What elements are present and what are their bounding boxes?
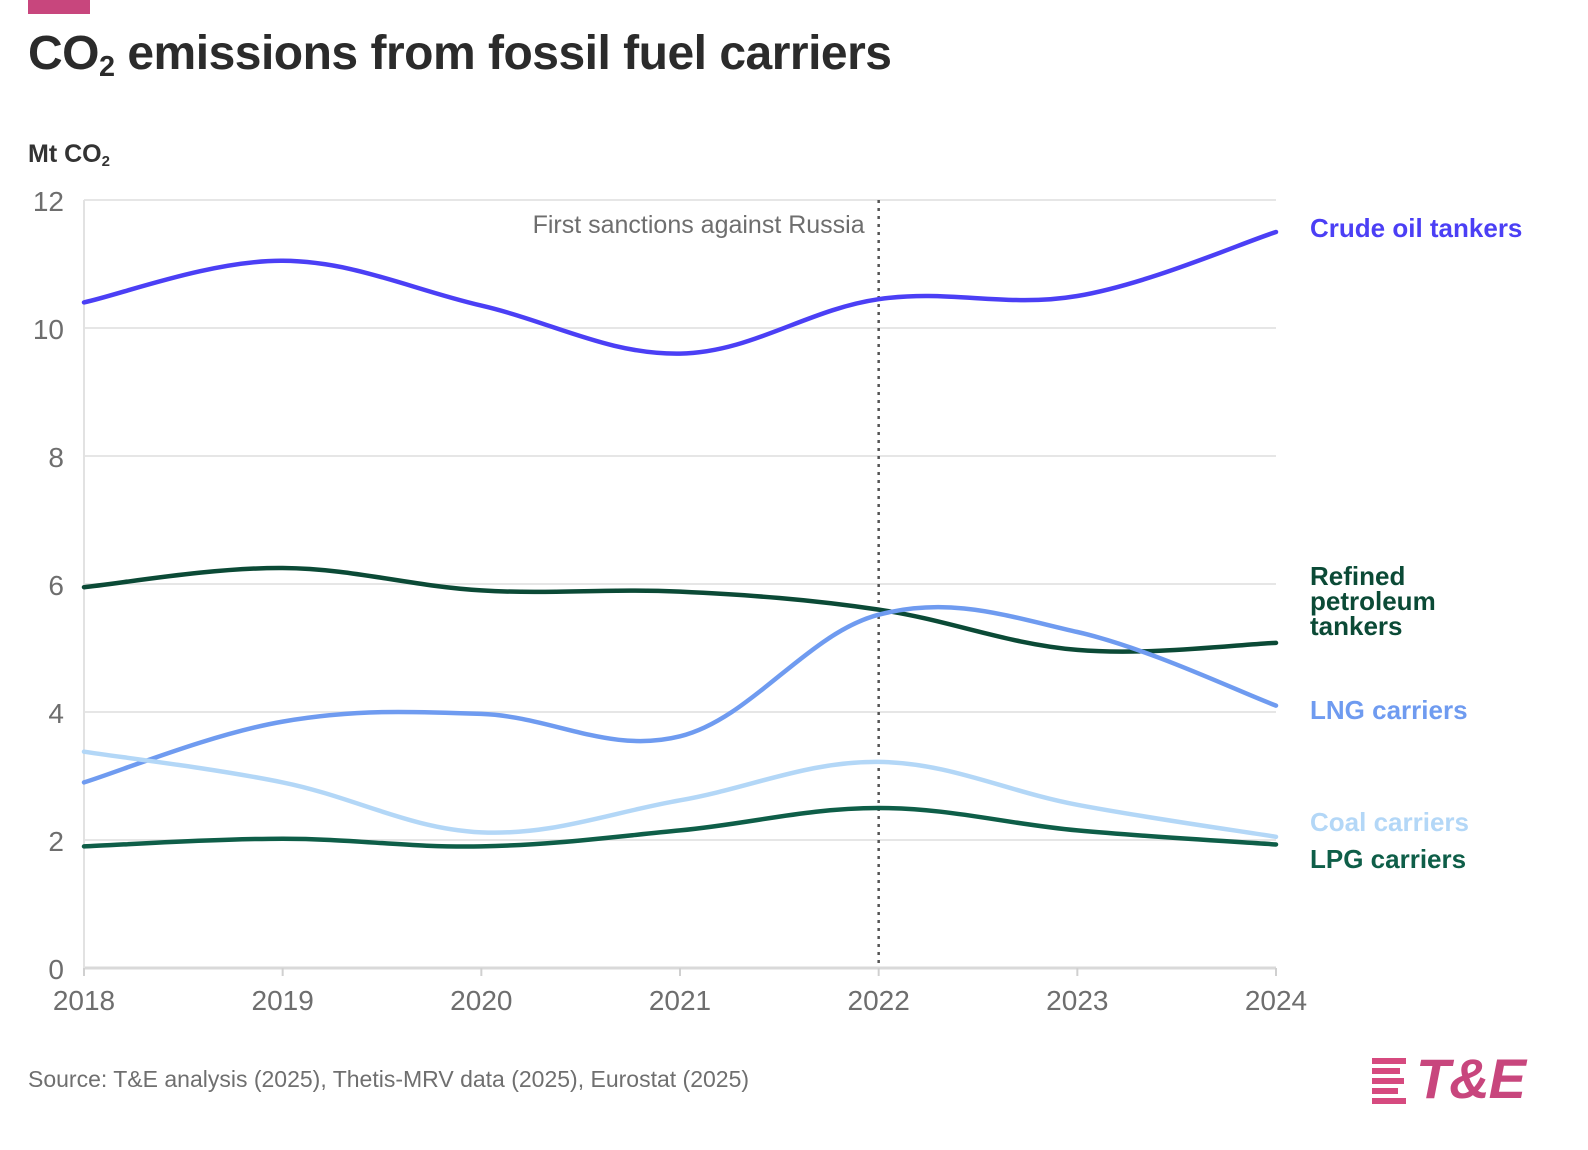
y-tick-label: 6 xyxy=(48,570,64,601)
accent-bar xyxy=(28,0,90,14)
x-tick-label: 2022 xyxy=(848,985,910,1016)
x-tick-label: 2023 xyxy=(1046,985,1108,1016)
gridlines xyxy=(83,199,1276,970)
y-tick-label: 0 xyxy=(48,954,64,985)
series-line xyxy=(81,565,1279,654)
y-axis-unit-label: Mt CO2 xyxy=(28,140,110,170)
te-logo: T&E xyxy=(1372,1047,1547,1110)
series-line xyxy=(81,805,1279,849)
y-tick-label: 2 xyxy=(48,826,64,857)
x-tick-label: 2019 xyxy=(252,985,314,1016)
series-label: Coal carriers xyxy=(1310,807,1469,837)
sanctions-annotation: First sanctions against Russia xyxy=(533,200,880,968)
series-line xyxy=(81,749,1279,840)
y-tick-label: 8 xyxy=(48,442,64,473)
x-tick-label: 2018 xyxy=(53,985,115,1016)
series-label: LPG carriers xyxy=(1310,844,1466,874)
series-lines xyxy=(81,229,1279,849)
series-label: petroleum xyxy=(1310,586,1436,616)
y-tick-label: 10 xyxy=(33,314,64,345)
source-note: Source: T&E analysis (2025), Thetis-MRV … xyxy=(28,1066,750,1092)
series-label: Crude oil tankers xyxy=(1310,213,1522,243)
sanctions-label: First sanctions against Russia xyxy=(533,211,865,239)
logo-text: T&E xyxy=(1416,1047,1526,1110)
x-tick-label: 2020 xyxy=(450,985,512,1016)
series-label: Refined xyxy=(1310,561,1405,591)
y-tick-label: 12 xyxy=(33,186,64,217)
series-label: tankers xyxy=(1310,611,1403,641)
series-label: LNG carriers xyxy=(1310,695,1468,725)
series-labels: Crude oil tankers Refinedpetroleumtankers… xyxy=(1310,213,1522,874)
logo-stripes-icon xyxy=(1372,1058,1408,1104)
chart-title: CO2 emissions from fossil fuel carriers xyxy=(28,27,892,84)
line-chart: 0 2 4 6 8 10 12 2018 2019 2020 2021 2022 2023 2024 F… xyxy=(33,186,1523,1016)
y-axis-ticks: 0 2 4 6 8 10 12 xyxy=(33,186,64,985)
x-axis-ticks: 2018 2019 2020 2021 2022 2023 2024 xyxy=(53,968,1307,1016)
series-line xyxy=(81,604,1279,785)
series-line xyxy=(81,229,1279,356)
y-tick-label: 4 xyxy=(48,698,64,729)
x-tick-label: 2021 xyxy=(649,985,711,1016)
x-tick-label: 2024 xyxy=(1245,985,1307,1016)
